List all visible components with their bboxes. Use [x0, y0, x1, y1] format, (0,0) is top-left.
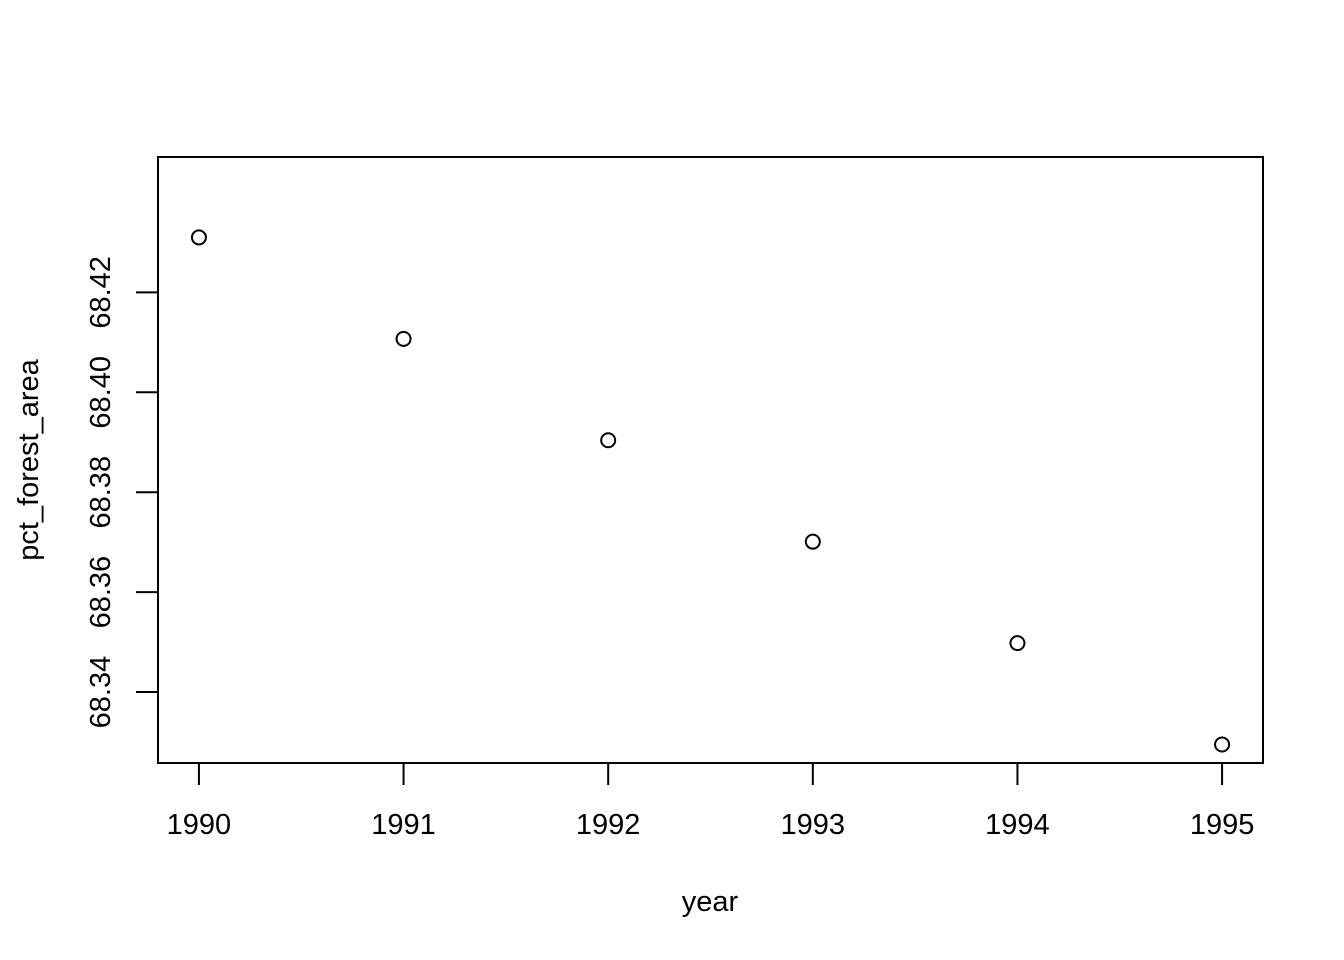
y-tick-label: 68.34 [85, 656, 117, 729]
y-tick-label: 68.42 [85, 256, 117, 329]
y-axis: 68.34 68.36 68.38 68.40 68.42 [85, 256, 159, 729]
y-axis-label: pct_forest_area [13, 358, 45, 560]
y-tick-label: 68.36 [85, 556, 117, 629]
x-tick-label: 1990 [167, 809, 232, 841]
x-tick-label: 1994 [985, 809, 1050, 841]
x-axis-label: year [682, 886, 739, 918]
x-tick-label: 1991 [371, 809, 436, 841]
y-tick-label: 68.40 [85, 356, 117, 429]
x-tick-label: 1992 [576, 809, 641, 841]
x-tick-label: 1993 [781, 809, 846, 841]
x-tick-label: 1995 [1190, 809, 1255, 841]
data-point [1009, 635, 1026, 652]
data-point [804, 533, 821, 550]
data-points [190, 229, 1231, 753]
data-point [600, 432, 617, 449]
data-point [395, 330, 412, 347]
data-point [1214, 736, 1231, 753]
data-point [190, 229, 207, 246]
x-axis: 1990 1991 1992 1993 1994 1995 [167, 762, 1255, 841]
y-tick-label: 68.38 [85, 456, 117, 529]
